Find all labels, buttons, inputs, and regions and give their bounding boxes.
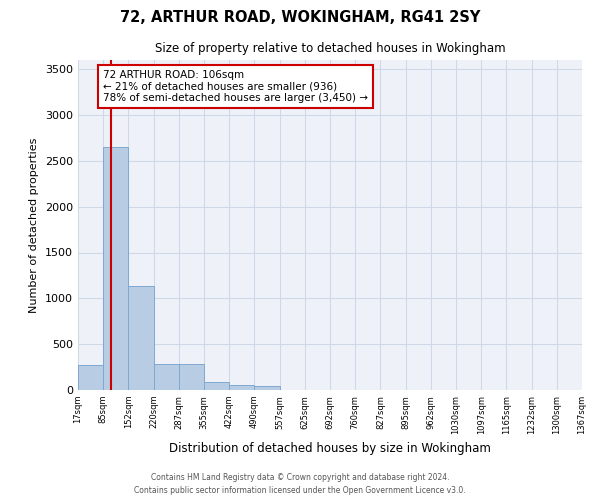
Bar	[78, 365, 103, 390]
Y-axis label: Number of detached properties: Number of detached properties	[29, 138, 40, 312]
Text: Contains HM Land Registry data © Crown copyright and database right 2024.
Contai: Contains HM Land Registry data © Crown c…	[134, 474, 466, 495]
Bar	[103, 147, 128, 390]
Bar	[204, 382, 229, 390]
Bar	[229, 384, 254, 390]
Title: Size of property relative to detached houses in Wokingham: Size of property relative to detached ho…	[155, 42, 505, 54]
Text: 72 ARTHUR ROAD: 106sqm
← 21% of detached houses are smaller (936)
78% of semi-de: 72 ARTHUR ROAD: 106sqm ← 21% of detached…	[103, 70, 368, 103]
Text: 72, ARTHUR ROAD, WOKINGHAM, RG41 2SY: 72, ARTHUR ROAD, WOKINGHAM, RG41 2SY	[120, 10, 480, 25]
Bar	[128, 286, 154, 390]
Bar	[254, 386, 280, 390]
X-axis label: Distribution of detached houses by size in Wokingham: Distribution of detached houses by size …	[169, 442, 491, 456]
Bar	[154, 364, 179, 390]
Bar	[179, 364, 204, 390]
